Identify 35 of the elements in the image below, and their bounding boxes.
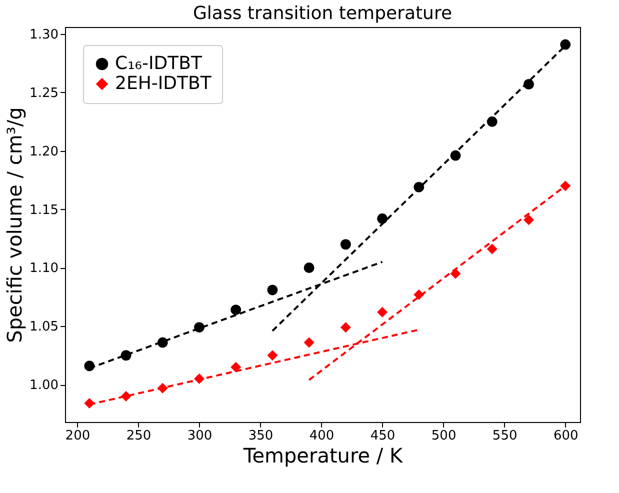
legend-label: C₁₆-IDTBT (115, 53, 204, 74)
y-tick-label: 1.10 (30, 261, 58, 276)
y-tick-label: 1.15 (30, 202, 58, 218)
x-tick-label: 450 (370, 428, 396, 444)
point (267, 284, 278, 296)
point (267, 350, 278, 361)
point (340, 322, 351, 333)
point (560, 39, 571, 50)
x-tick-label: 300 (187, 428, 212, 444)
point (524, 214, 534, 226)
point (377, 306, 388, 318)
x-tick-label: 200 (65, 428, 90, 444)
legend-label: 2EH-IDTBT (115, 73, 212, 94)
point (560, 180, 571, 192)
point (230, 362, 242, 372)
y-tick-label: 1.20 (30, 144, 58, 160)
chart-title: Glass transition temperature (192, 3, 452, 24)
x-tick-label: 350 (248, 428, 274, 444)
x-tick-label: 400 (309, 428, 334, 444)
point (230, 304, 242, 316)
x-tick-label: 550 (492, 428, 518, 444)
x-tick-label: 250 (126, 428, 152, 444)
x-axis-title: Temperature / K (242, 444, 404, 468)
y-axis-title: Specific volume / cm³/g (2, 107, 27, 343)
point (304, 262, 314, 273)
point (340, 239, 351, 250)
y-tick-label: 1.30 (30, 28, 58, 43)
y-tick-label: 1.00 (30, 378, 58, 394)
y-tick-label: 1.05 (30, 320, 58, 335)
y-tick-label: 1.25 (30, 86, 58, 101)
x-tick-label: 500 (431, 428, 456, 444)
point (304, 337, 314, 348)
point (486, 244, 498, 254)
x-tick-label: 600 (553, 428, 578, 444)
point (377, 213, 388, 224)
